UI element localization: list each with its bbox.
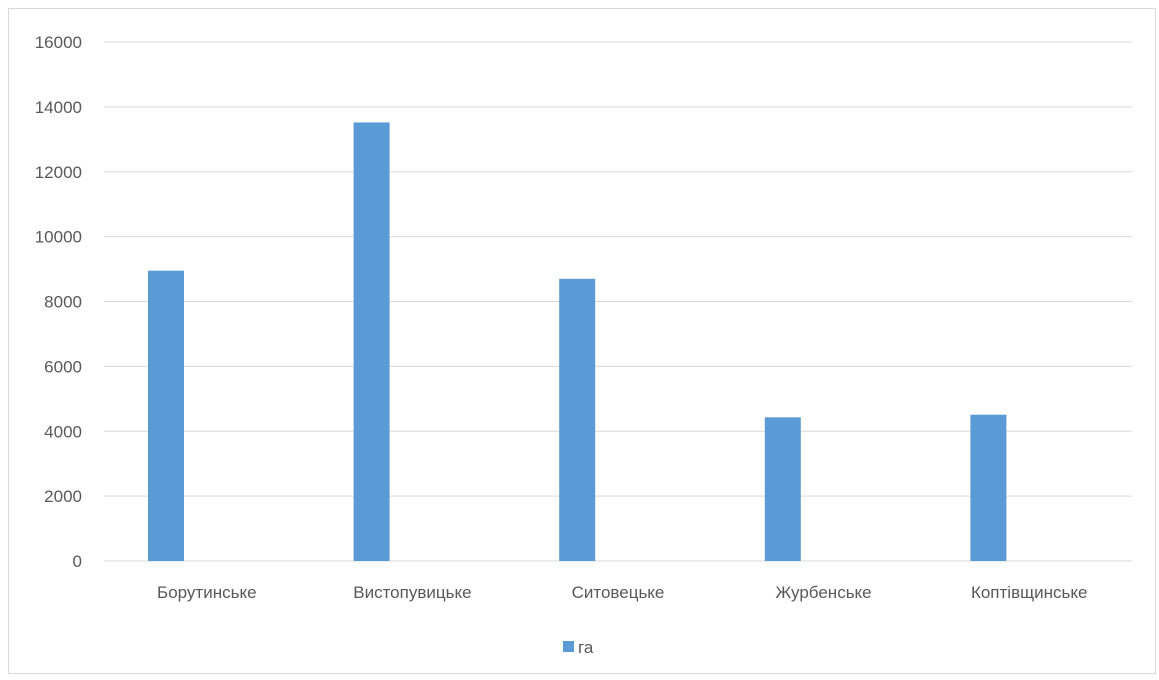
chart-frame: 0 2000 4000 6000 8000 10000 12000 14000 16000 Бо… xyxy=(8,8,1156,674)
x-category-label: Борутинське xyxy=(157,583,257,602)
y-tick-label: 14000 xyxy=(35,98,82,117)
bar xyxy=(970,414,1007,561)
bar xyxy=(148,270,184,561)
legend-swatch-ga xyxy=(563,641,574,652)
y-tick-label: 6000 xyxy=(44,357,82,376)
bars xyxy=(148,122,1007,561)
y-tick-label: 4000 xyxy=(44,422,82,441)
bar xyxy=(764,417,801,561)
y-axis-tick-labels: 0 2000 4000 6000 8000 10000 12000 14000 16000 xyxy=(35,33,82,571)
x-axis-category-labels: Борутинське Вистопувицьке Ситовецьке Журбен… xyxy=(157,583,1087,602)
y-tick-label: 2000 xyxy=(44,487,82,506)
y-tick-label: 0 xyxy=(73,552,82,571)
y-tick-label: 12000 xyxy=(35,163,82,182)
x-category-label: Коптівщинське xyxy=(971,583,1087,602)
gridlines xyxy=(104,41,1132,562)
legend: га xyxy=(563,638,594,657)
y-tick-label: 8000 xyxy=(44,293,82,312)
bar xyxy=(353,122,390,561)
bar-chart: 0 2000 4000 6000 8000 10000 12000 14000 16000 Бо… xyxy=(35,33,1132,657)
x-category-label: Журбенське xyxy=(776,583,872,602)
x-category-label: Ситовецьке xyxy=(572,583,665,602)
bar xyxy=(559,278,596,561)
y-tick-label: 16000 xyxy=(35,33,82,52)
x-category-label: Вистопувицьке xyxy=(353,583,471,602)
y-tick-label: 10000 xyxy=(35,228,82,247)
legend-label-ga: га xyxy=(578,638,594,657)
